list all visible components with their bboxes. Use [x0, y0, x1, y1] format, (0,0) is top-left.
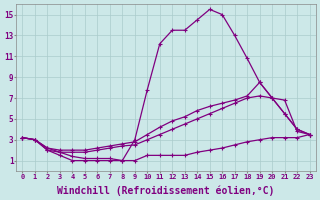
X-axis label: Windchill (Refroidissement éolien,°C): Windchill (Refroidissement éolien,°C) [57, 185, 275, 196]
